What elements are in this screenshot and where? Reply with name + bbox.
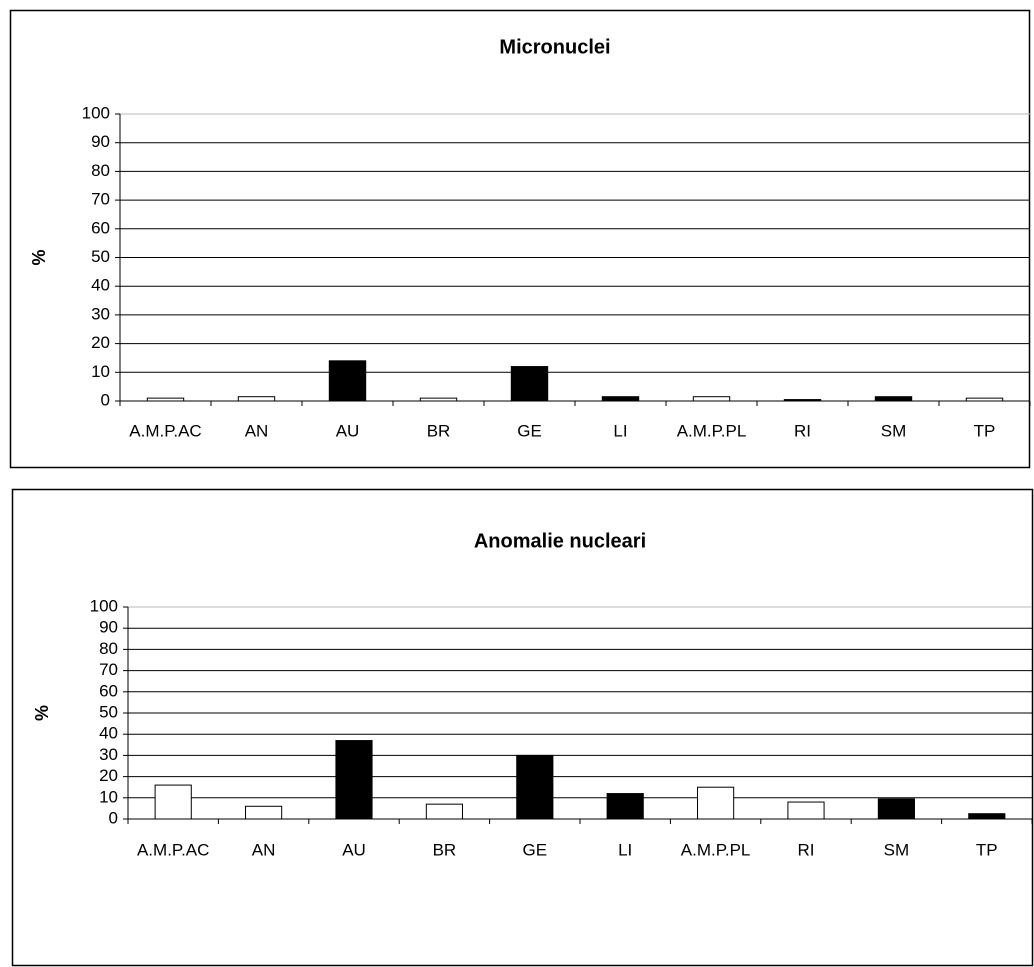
y-tick-label: 70 bbox=[99, 660, 118, 679]
x-tick-label: LI bbox=[618, 840, 632, 859]
y-tick-label: 90 bbox=[91, 132, 110, 151]
y-tick-label: 0 bbox=[101, 390, 110, 409]
x-tick-label: SM bbox=[884, 840, 910, 859]
x-tick-label: AN bbox=[252, 840, 276, 859]
x-tick-label: BR bbox=[427, 421, 451, 440]
bar bbox=[237, 396, 276, 402]
bar bbox=[692, 396, 731, 402]
y-axis-label: % bbox=[32, 705, 52, 721]
y-tick-label: 70 bbox=[91, 190, 110, 209]
y-tick-label: 10 bbox=[99, 787, 118, 806]
bar bbox=[874, 396, 913, 402]
y-tick-label: 30 bbox=[99, 745, 118, 764]
chart-title: Anomalie nucleari bbox=[474, 530, 646, 552]
y-tick-label: 90 bbox=[99, 618, 118, 637]
bar bbox=[697, 786, 735, 820]
x-tick-label: AU bbox=[336, 421, 360, 440]
bar bbox=[154, 784, 192, 820]
chart-title: Micronuclei bbox=[499, 36, 610, 58]
y-tick-label: 100 bbox=[82, 103, 110, 122]
x-tick-label: A.M.P.PL bbox=[681, 840, 751, 859]
y-axis-label: % bbox=[29, 249, 49, 265]
bar bbox=[606, 793, 644, 820]
bar bbox=[787, 801, 825, 820]
y-tick-label: 40 bbox=[99, 724, 118, 743]
y-tick-label: 0 bbox=[109, 808, 118, 827]
x-tick-label: AN bbox=[245, 421, 269, 440]
y-tick-label: 80 bbox=[91, 161, 110, 180]
bar bbox=[601, 396, 640, 402]
y-tick-label: 30 bbox=[91, 304, 110, 323]
y-tick-label: 60 bbox=[91, 218, 110, 237]
y-tick-label: 50 bbox=[91, 247, 110, 266]
y-tick-label: 10 bbox=[91, 362, 110, 381]
y-tick-label: 100 bbox=[90, 596, 118, 615]
bar bbox=[245, 805, 283, 820]
x-tick-label: RI bbox=[798, 840, 815, 859]
bar bbox=[877, 798, 915, 820]
x-tick-label: GE bbox=[517, 421, 542, 440]
x-tick-label: LI bbox=[613, 421, 627, 440]
bar bbox=[510, 366, 549, 402]
y-tick-label: 50 bbox=[99, 702, 118, 721]
bar bbox=[328, 360, 367, 402]
bar bbox=[516, 754, 554, 820]
x-tick-label: A.M.P.AC bbox=[137, 840, 209, 859]
x-tick-label: A.M.P.PL bbox=[677, 421, 747, 440]
bar bbox=[968, 813, 1006, 820]
x-tick-label: A.M.P.AC bbox=[129, 421, 201, 440]
y-tick-label: 20 bbox=[91, 333, 110, 352]
x-tick-label: BR bbox=[433, 840, 457, 859]
x-tick-label: TP bbox=[974, 421, 996, 440]
chart-frame bbox=[11, 488, 1034, 967]
y-tick-label: 60 bbox=[99, 681, 118, 700]
y-tick-label: 20 bbox=[99, 766, 118, 785]
y-tick-label: 40 bbox=[91, 276, 110, 295]
x-tick-label: AU bbox=[342, 840, 366, 859]
x-tick-label: TP bbox=[976, 840, 998, 859]
bar bbox=[425, 803, 463, 820]
x-tick-label: RI bbox=[794, 421, 811, 440]
x-tick-label: SM bbox=[881, 421, 907, 440]
y-tick-label: 80 bbox=[99, 639, 118, 658]
bar bbox=[335, 740, 373, 820]
x-tick-label: GE bbox=[523, 840, 548, 859]
